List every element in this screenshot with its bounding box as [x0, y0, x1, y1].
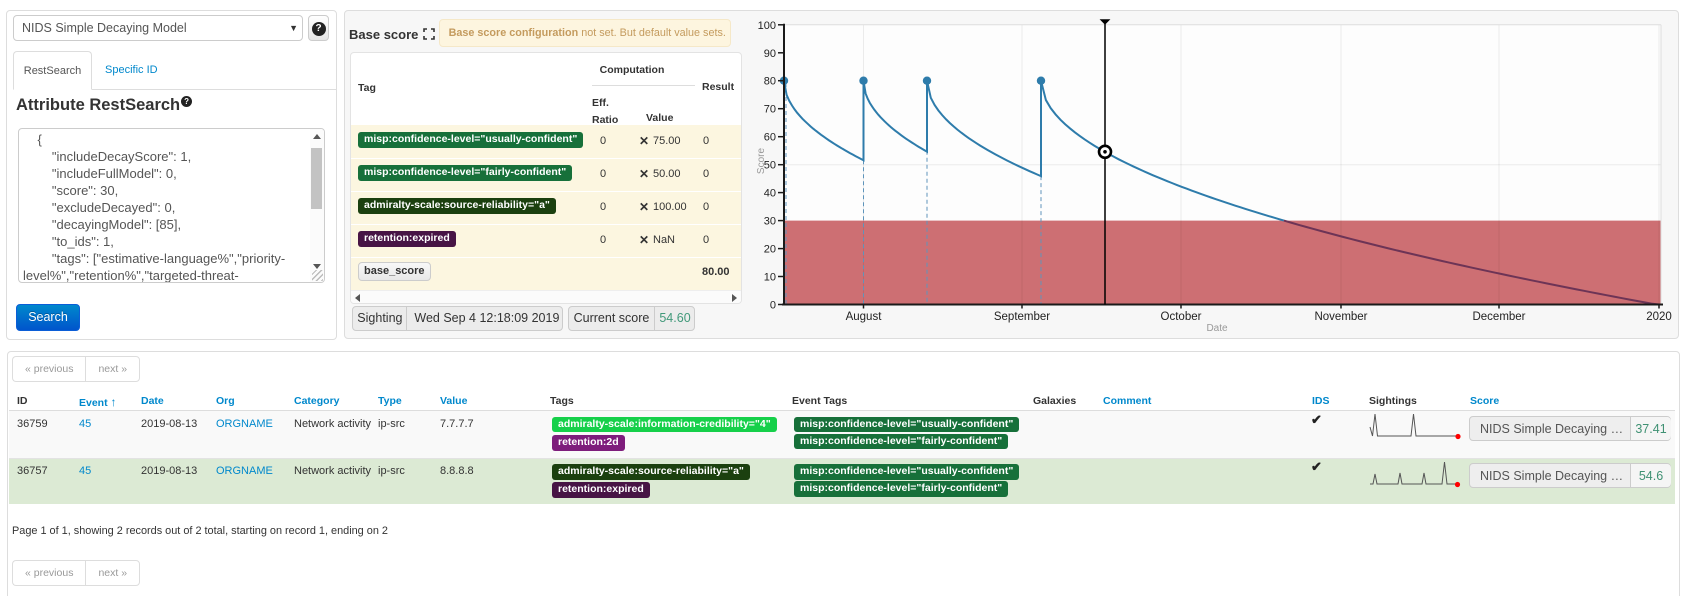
svg-text:60: 60 — [764, 132, 776, 144]
svg-text:August: August — [846, 311, 883, 323]
svg-text:50: 50 — [764, 160, 776, 172]
svg-text:70: 70 — [764, 104, 776, 116]
svg-text:2020: 2020 — [1646, 311, 1672, 323]
svg-text:90: 90 — [764, 48, 776, 60]
svg-text:20: 20 — [764, 244, 776, 256]
svg-text:30: 30 — [764, 216, 776, 228]
svg-text:100: 100 — [758, 20, 776, 32]
svg-text:40: 40 — [764, 188, 776, 200]
svg-text:October: October — [1161, 311, 1202, 323]
svg-text:10: 10 — [764, 272, 776, 284]
svg-text:0: 0 — [770, 300, 776, 312]
svg-text:Score: Score — [756, 148, 767, 175]
svg-text:80: 80 — [764, 76, 776, 88]
svg-text:November: November — [1314, 311, 1367, 323]
svg-text:September: September — [994, 311, 1050, 323]
svg-text:Date: Date — [1206, 323, 1228, 334]
svg-text:December: December — [1472, 311, 1525, 323]
